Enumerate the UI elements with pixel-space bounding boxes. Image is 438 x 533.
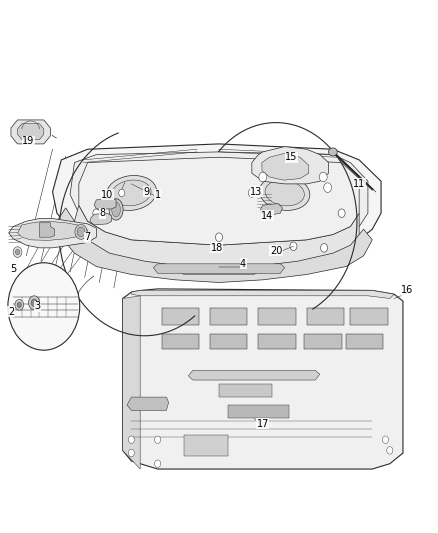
Circle shape xyxy=(93,209,100,217)
Polygon shape xyxy=(94,198,116,209)
Polygon shape xyxy=(18,124,44,140)
Polygon shape xyxy=(11,120,50,144)
Polygon shape xyxy=(57,208,372,282)
Bar xyxy=(219,384,272,397)
Polygon shape xyxy=(74,205,359,272)
Text: 18: 18 xyxy=(211,243,223,253)
Bar xyxy=(184,435,228,456)
Polygon shape xyxy=(188,370,320,380)
Circle shape xyxy=(128,449,134,457)
Text: 5: 5 xyxy=(10,264,16,274)
Ellipse shape xyxy=(112,180,151,206)
Circle shape xyxy=(259,172,267,182)
Polygon shape xyxy=(79,157,359,245)
Circle shape xyxy=(324,183,332,192)
Ellipse shape xyxy=(260,175,310,211)
Text: 10: 10 xyxy=(101,190,113,199)
Circle shape xyxy=(215,233,223,241)
Circle shape xyxy=(319,172,327,182)
Text: 15: 15 xyxy=(285,152,297,162)
Circle shape xyxy=(290,242,297,251)
Polygon shape xyxy=(9,219,96,248)
Circle shape xyxy=(31,299,37,306)
Circle shape xyxy=(155,460,161,467)
Bar xyxy=(162,308,199,325)
Text: 3: 3 xyxy=(34,302,40,311)
Bar xyxy=(258,308,296,325)
Text: 16: 16 xyxy=(401,286,413,295)
Polygon shape xyxy=(53,144,381,259)
Polygon shape xyxy=(252,147,328,184)
Ellipse shape xyxy=(109,199,123,220)
Bar xyxy=(162,334,199,349)
Polygon shape xyxy=(153,264,285,273)
Polygon shape xyxy=(18,221,88,240)
Circle shape xyxy=(155,436,161,443)
Ellipse shape xyxy=(77,227,85,237)
Text: 8: 8 xyxy=(100,208,106,218)
Polygon shape xyxy=(262,154,309,180)
Ellipse shape xyxy=(112,202,120,217)
Bar xyxy=(304,334,342,349)
Circle shape xyxy=(321,244,328,252)
Ellipse shape xyxy=(106,175,156,211)
Text: 1: 1 xyxy=(155,190,161,199)
Text: 13: 13 xyxy=(250,187,262,197)
Circle shape xyxy=(17,302,21,308)
Text: 14: 14 xyxy=(261,211,273,221)
Polygon shape xyxy=(90,213,112,225)
Polygon shape xyxy=(123,289,403,469)
Circle shape xyxy=(28,296,40,310)
Circle shape xyxy=(387,447,393,454)
Circle shape xyxy=(13,247,22,257)
Bar xyxy=(210,334,247,349)
Polygon shape xyxy=(127,397,169,410)
Circle shape xyxy=(128,436,134,443)
Text: 19: 19 xyxy=(22,136,35,146)
Bar xyxy=(346,334,383,349)
Text: 11: 11 xyxy=(353,179,365,189)
Polygon shape xyxy=(261,204,283,215)
Text: 17: 17 xyxy=(257,419,269,429)
Bar xyxy=(258,334,296,349)
Bar xyxy=(350,308,388,325)
Circle shape xyxy=(15,300,24,310)
Text: 9: 9 xyxy=(144,187,150,197)
Circle shape xyxy=(15,249,20,255)
Ellipse shape xyxy=(328,148,337,156)
Circle shape xyxy=(248,189,255,197)
Bar xyxy=(228,405,289,418)
Bar xyxy=(210,308,247,325)
Text: 20: 20 xyxy=(270,246,282,255)
Polygon shape xyxy=(39,223,55,237)
Bar xyxy=(307,308,344,325)
Polygon shape xyxy=(70,152,368,251)
Text: 7: 7 xyxy=(85,232,91,242)
Ellipse shape xyxy=(265,180,304,206)
Ellipse shape xyxy=(75,224,87,239)
Circle shape xyxy=(338,209,345,217)
Text: 2: 2 xyxy=(8,307,14,317)
Polygon shape xyxy=(123,296,140,469)
Circle shape xyxy=(119,189,125,197)
Polygon shape xyxy=(131,290,394,298)
Circle shape xyxy=(382,436,389,443)
Text: 4: 4 xyxy=(240,259,246,269)
Polygon shape xyxy=(175,266,263,274)
Circle shape xyxy=(8,263,80,350)
